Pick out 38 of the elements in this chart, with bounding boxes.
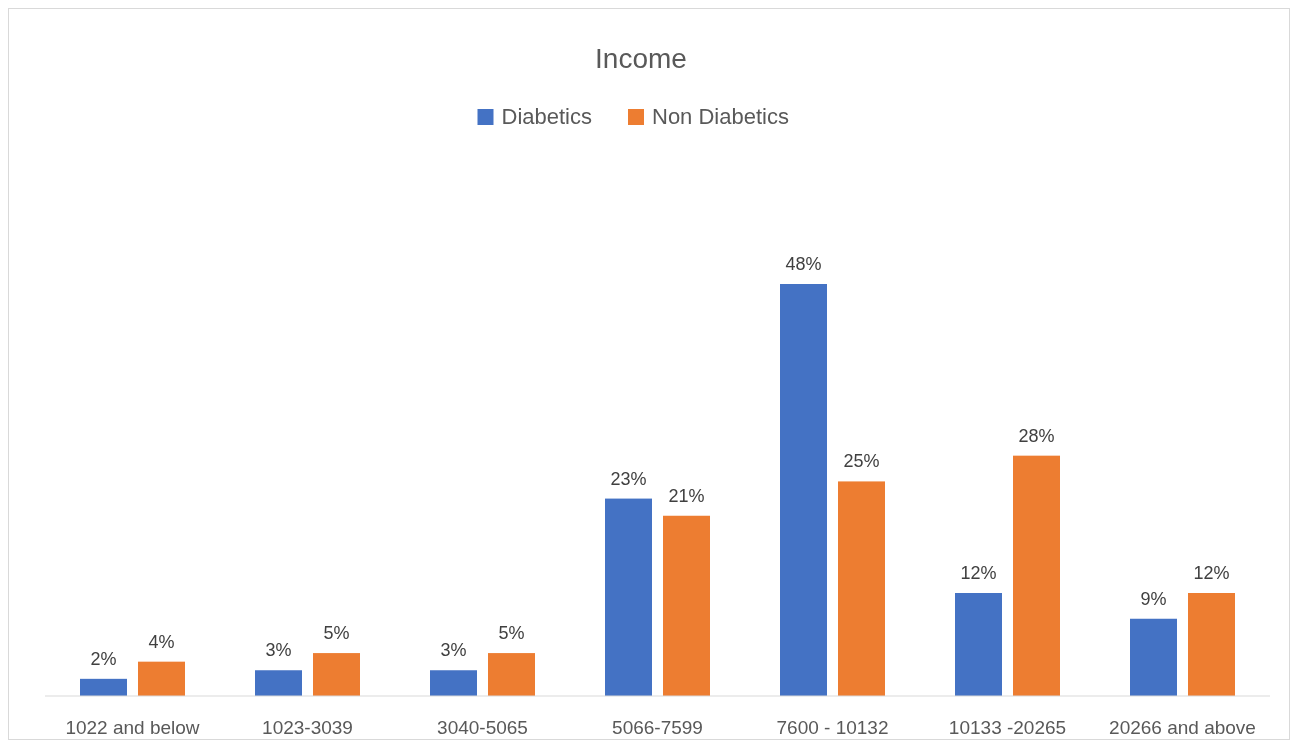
data-label: 3% xyxy=(440,640,467,661)
data-label: 28% xyxy=(1018,425,1055,446)
bar xyxy=(955,593,1002,696)
bar xyxy=(1013,455,1060,696)
bar xyxy=(313,653,360,696)
data-label: 25% xyxy=(843,451,880,472)
bar xyxy=(1130,618,1177,696)
data-label: 12% xyxy=(1193,563,1230,583)
bar xyxy=(838,481,885,696)
x-tick-label: 20266 and above xyxy=(1109,717,1256,738)
bar xyxy=(1188,593,1235,696)
data-label: 5% xyxy=(498,623,525,644)
data-label: 23% xyxy=(610,468,647,489)
legend-label: Diabetics xyxy=(501,104,592,129)
data-label: 48% xyxy=(785,254,822,274)
data-label: 3% xyxy=(265,640,292,661)
bar xyxy=(663,515,710,696)
bar xyxy=(80,678,127,696)
bar xyxy=(780,284,827,696)
x-tick-label: 7600 - 10132 xyxy=(776,717,889,738)
data-label: 9% xyxy=(1140,588,1167,609)
x-tick-label: 10133 -20265 xyxy=(948,717,1067,738)
bar xyxy=(488,653,535,696)
chart-title: Income xyxy=(595,43,687,74)
x-tick-label: 3040-5065 xyxy=(437,717,528,738)
data-label: 4% xyxy=(148,631,175,652)
data-label: 21% xyxy=(668,485,705,506)
x-tick-label: 5066-7599 xyxy=(612,717,703,738)
data-label: 5% xyxy=(323,623,350,644)
bar xyxy=(138,661,185,696)
bar xyxy=(430,670,477,696)
bar xyxy=(255,670,302,696)
data-label: 12% xyxy=(960,563,997,583)
legend-label: Non Diabetics xyxy=(652,104,789,129)
data-label: 2% xyxy=(90,648,117,669)
bar xyxy=(605,498,652,696)
x-tick-label: 1023-3039 xyxy=(262,717,353,738)
x-tick-label: 1022 and below xyxy=(65,717,200,738)
